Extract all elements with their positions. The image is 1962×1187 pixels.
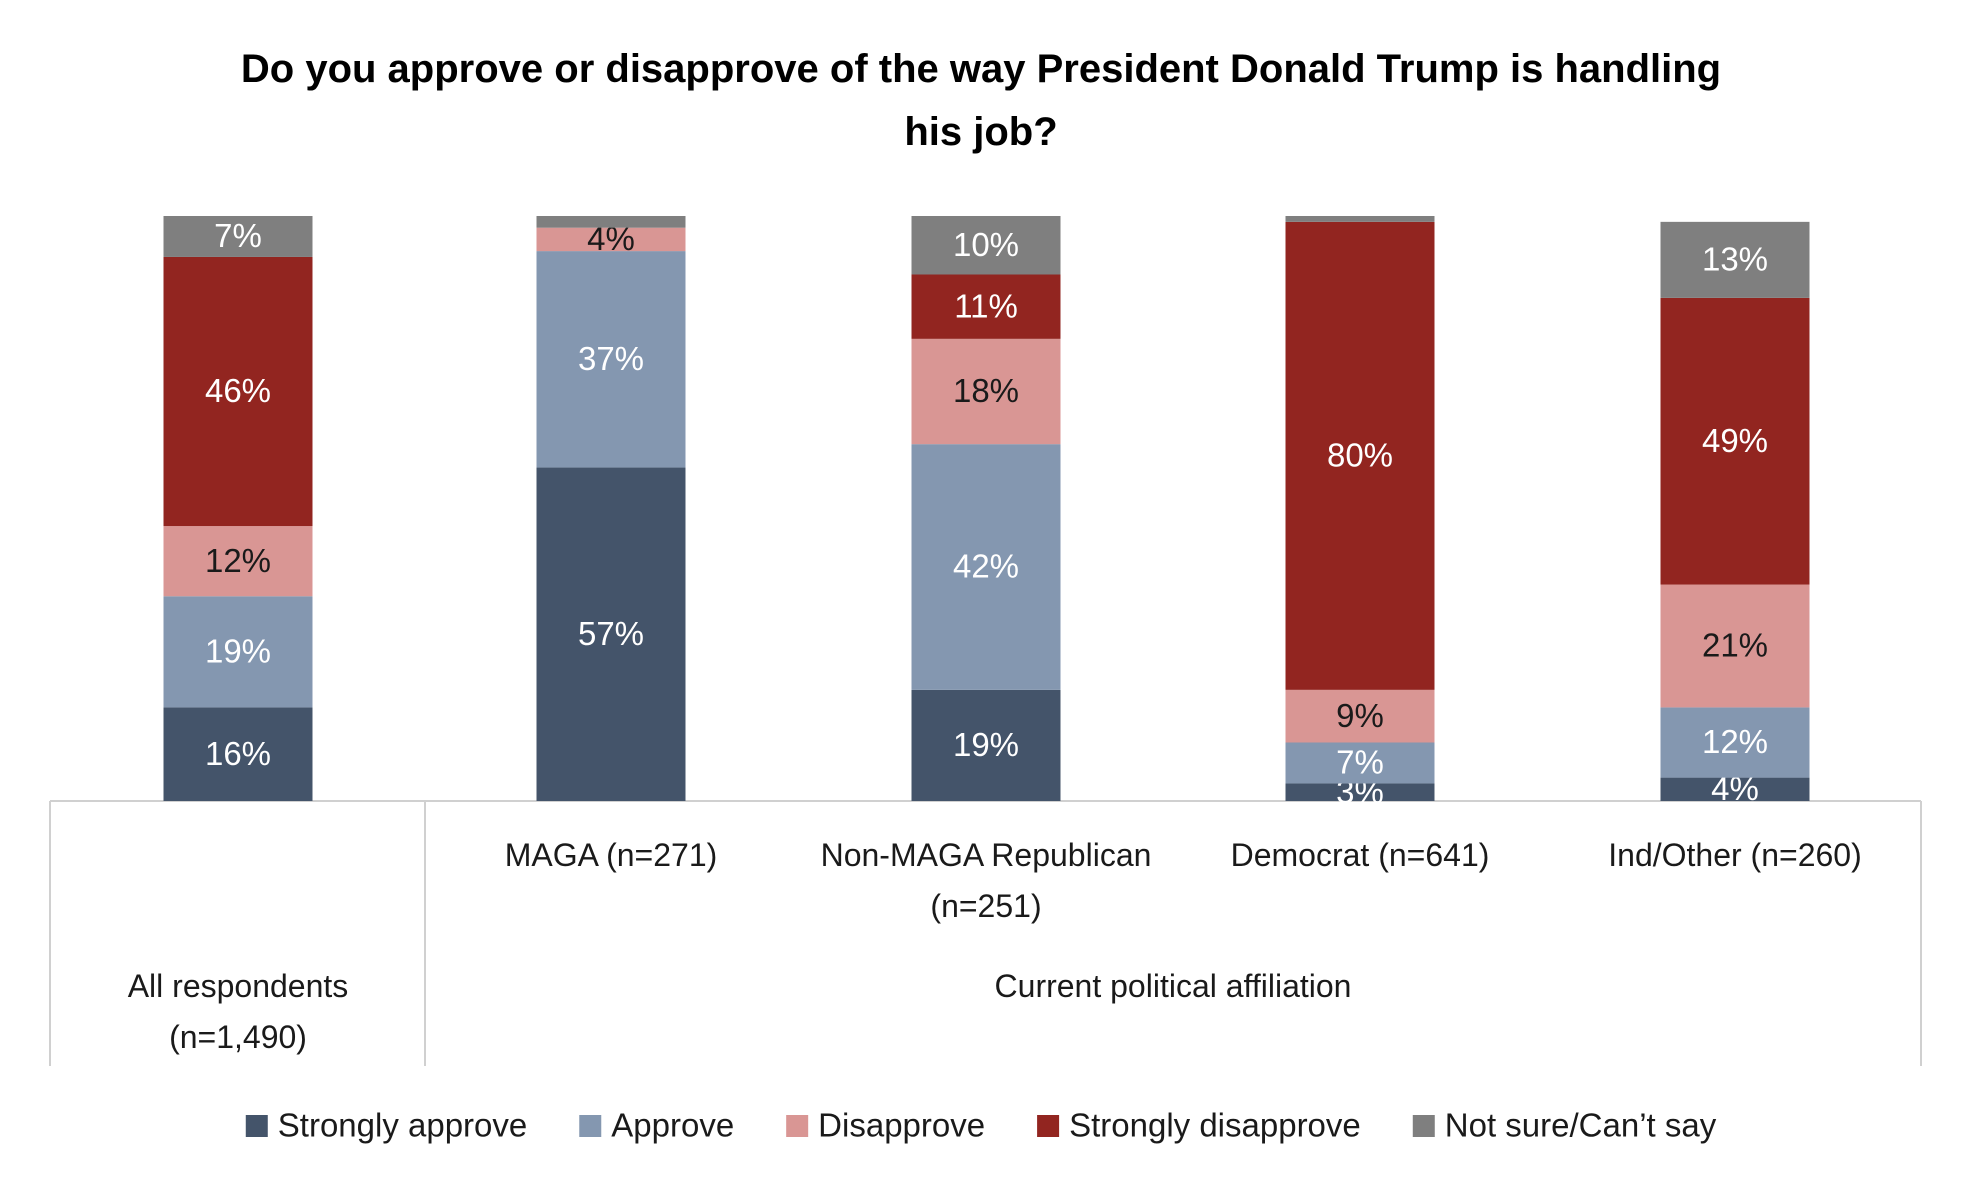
- data-label: 19%: [953, 726, 1019, 763]
- legend-label: Not sure/Can’t say: [1445, 1107, 1717, 1144]
- bar-segment: [1660, 777, 1810, 801]
- chart-title: Do you approve or disapprove of the way …: [240, 47, 1722, 154]
- data-label: 7%: [214, 217, 262, 254]
- bar-segment: [163, 216, 313, 257]
- x-tick-label: Non-MAGA Republican (n=251): [820, 837, 1152, 924]
- bar-segment: [1285, 742, 1435, 784]
- bar-segment: [163, 596, 313, 708]
- data-label: 9%: [1336, 697, 1384, 734]
- bar-segment: [1660, 297, 1810, 585]
- bar-segment: [1285, 689, 1435, 743]
- bar-segment: [1285, 221, 1435, 690]
- data-label: 11%: [954, 287, 1018, 324]
- bar-segment: [163, 526, 313, 597]
- bar-segment: [536, 216, 686, 228]
- legend-swatch: [245, 1115, 268, 1137]
- data-label: 10%: [953, 226, 1019, 263]
- bar-segment: [1660, 221, 1810, 298]
- legend: Strongly approve Approve Disapprove Strongl…: [245, 1107, 1717, 1144]
- data-label: 21%: [1702, 627, 1768, 664]
- data-label: 49%: [1702, 422, 1768, 459]
- legend-swatch: [1412, 1115, 1435, 1137]
- legend-label: Strongly approve: [278, 1107, 527, 1144]
- legend-swatch: [579, 1115, 602, 1137]
- bar-segment: [1660, 707, 1810, 778]
- legend-label: Approve: [611, 1107, 734, 1144]
- bar-segment: [536, 251, 686, 468]
- data-label: 7%: [1336, 744, 1384, 781]
- legend-label: Strongly disapprove: [1069, 1107, 1361, 1144]
- bar-segment: [911, 274, 1061, 339]
- data-label: 57%: [578, 615, 644, 652]
- legend-label: Disapprove: [818, 1107, 985, 1144]
- bar-segment: [163, 256, 313, 527]
- legend-swatch: [1037, 1115, 1060, 1137]
- data-label: 37%: [578, 340, 644, 377]
- bar-segment: [911, 689, 1061, 801]
- group-label: Current political affiliation: [994, 968, 1352, 1004]
- bar-segment: [911, 338, 1061, 445]
- bar-segment: [1660, 584, 1810, 708]
- bar-segment: [1285, 783, 1435, 801]
- data-label: 18%: [953, 372, 1019, 409]
- bar-segment: [911, 444, 1061, 690]
- data-label: 19%: [205, 633, 271, 670]
- legend-swatch: [786, 1115, 809, 1137]
- data-label: 16%: [205, 735, 271, 772]
- x-tick-label: Ind/Other (n=260): [1608, 837, 1862, 873]
- data-label: 12%: [1702, 723, 1768, 760]
- data-label: 12%: [205, 542, 271, 579]
- data-label: 42%: [953, 548, 1019, 585]
- x-tick-label: MAGA (n=271): [504, 837, 718, 873]
- x-tick-label: Democrat (n=641): [1230, 837, 1490, 873]
- bar-segment: [1285, 216, 1435, 222]
- data-label: 80%: [1327, 437, 1393, 474]
- data-label: 13%: [1702, 241, 1768, 278]
- bar-segment: [911, 216, 1061, 275]
- bar-segment: [536, 227, 686, 252]
- data-label: 46%: [205, 372, 271, 409]
- bar-segment: [536, 467, 686, 801]
- x-tick-label: All respondents (n=1,490): [127, 968, 349, 1055]
- bar-segment: [163, 707, 313, 801]
